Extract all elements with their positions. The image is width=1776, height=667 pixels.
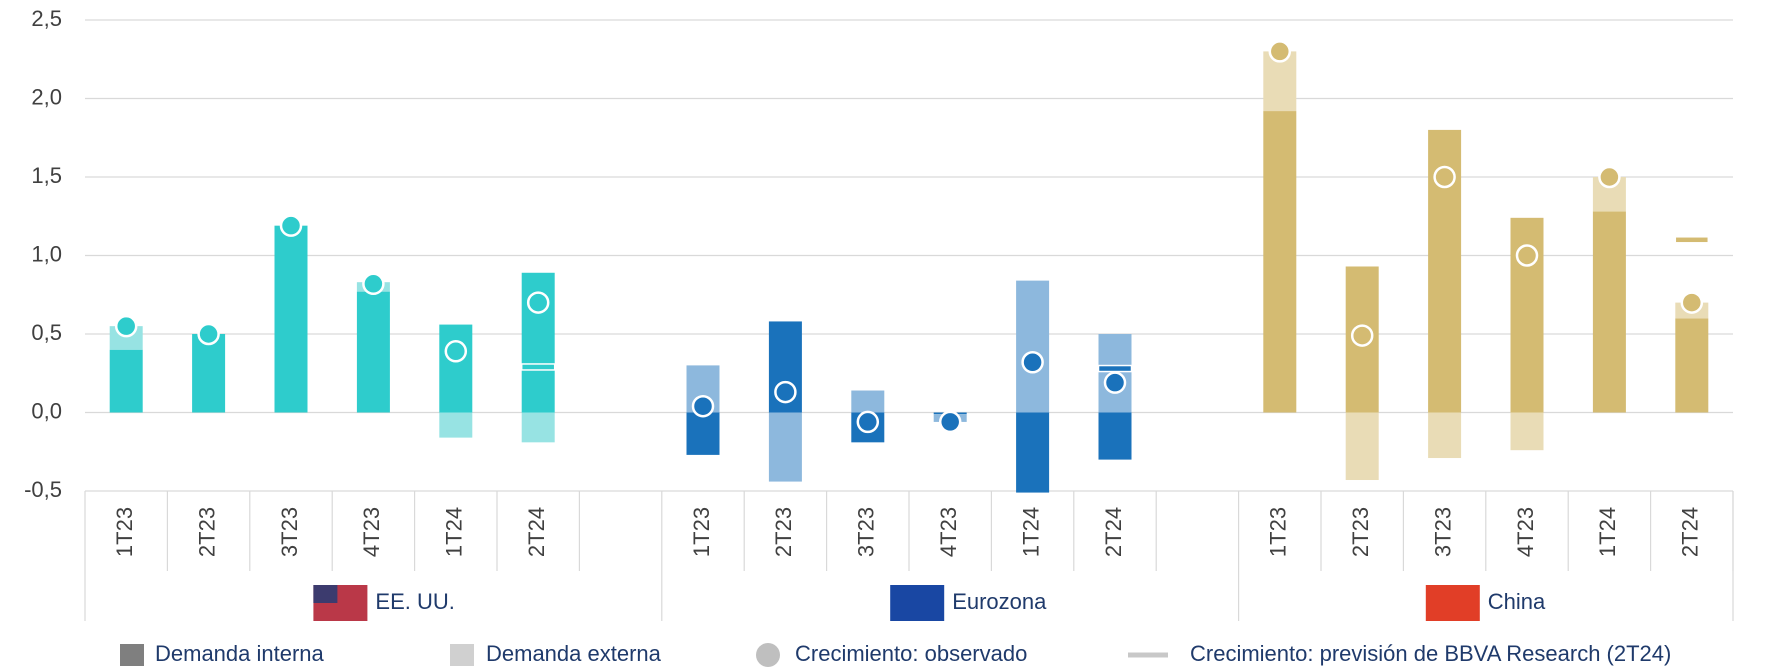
x-tick-label: 3T23 xyxy=(854,507,879,557)
bar-internal xyxy=(274,225,308,413)
flag xyxy=(890,585,945,621)
x-tick-label: 2T23 xyxy=(194,507,219,557)
legend-label: Demanda interna xyxy=(155,641,325,666)
bar-internal xyxy=(439,324,473,413)
bar-external xyxy=(1345,412,1379,481)
x-tick-label: 4T23 xyxy=(1513,507,1538,557)
observed-dot xyxy=(526,291,550,314)
bar-external xyxy=(1510,412,1544,451)
x-tick-label: 2T24 xyxy=(1678,507,1703,557)
y-tick-label: 0,0 xyxy=(31,398,62,423)
observed-dot xyxy=(1021,351,1044,374)
bar-internal xyxy=(1016,412,1050,493)
flag xyxy=(1425,585,1480,621)
y-tick-label: 0,5 xyxy=(31,320,62,345)
bar-external xyxy=(521,412,555,443)
observed-dot xyxy=(1515,244,1539,267)
legend-swatch xyxy=(756,643,780,667)
x-tick-label: 2T23 xyxy=(771,507,796,557)
flag-canton xyxy=(313,585,338,603)
observed-dot xyxy=(1598,165,1621,189)
y-tick-label: 2,5 xyxy=(31,6,62,31)
forecast-mark xyxy=(1674,236,1710,244)
group-label: EE. UU. xyxy=(375,589,454,614)
bar-internal xyxy=(356,291,390,413)
x-tick-label: 2T24 xyxy=(524,507,549,557)
legend-label: Demanda externa xyxy=(486,641,662,666)
group-label: Eurozona xyxy=(952,589,1047,614)
legend-label: Crecimiento: observado xyxy=(795,641,1027,666)
x-tick-label: 1T23 xyxy=(112,507,137,557)
bar-external xyxy=(439,412,473,438)
bar-external xyxy=(851,390,885,413)
forecast-mark xyxy=(520,363,556,371)
x-tick-label: 1T24 xyxy=(442,507,467,557)
observed-dot xyxy=(938,410,962,434)
y-tick-label: -0,5 xyxy=(24,477,62,502)
observed-dot xyxy=(197,322,220,346)
y-tick-label: 1,0 xyxy=(31,241,62,266)
x-tick-label: 1T24 xyxy=(1018,507,1043,557)
observed-dot xyxy=(114,314,138,338)
x-tick-label: 1T23 xyxy=(689,507,714,557)
bar-external xyxy=(1428,412,1462,459)
observed-dot xyxy=(1433,165,1456,189)
observed-dot xyxy=(856,410,880,434)
legend-swatch xyxy=(450,644,474,666)
x-tick-label: 3T23 xyxy=(277,507,302,557)
observed-dot xyxy=(362,272,385,296)
observed-dot xyxy=(1103,371,1127,394)
bar-internal xyxy=(1675,318,1709,413)
y-tick-label: 2,0 xyxy=(31,84,62,109)
bar-external xyxy=(1016,280,1050,413)
x-tick-label: 4T23 xyxy=(359,507,384,557)
forecast-mark xyxy=(1097,364,1133,373)
y-tick-label: 1,5 xyxy=(31,163,62,188)
legend-label: Crecimiento: previsión de BBVA Research … xyxy=(1190,641,1671,666)
observed-dot xyxy=(279,214,303,237)
bar-internal xyxy=(1263,111,1297,413)
legend-swatch xyxy=(120,644,144,666)
observed-dot xyxy=(774,380,797,404)
observed-dot xyxy=(691,394,715,418)
observed-dot xyxy=(1350,324,1374,347)
bar-internal xyxy=(192,334,226,413)
bar-internal xyxy=(109,349,143,413)
x-tick-label: 4T23 xyxy=(936,507,961,557)
x-tick-label: 2T24 xyxy=(1101,507,1126,557)
x-tick-label: 3T23 xyxy=(1430,507,1455,557)
group-label: China xyxy=(1488,589,1546,614)
x-tick-label: 1T24 xyxy=(1595,507,1620,557)
bar-internal xyxy=(686,412,720,455)
x-tick-label: 1T23 xyxy=(1266,507,1291,557)
x-tick-label: 2T23 xyxy=(1348,507,1373,557)
observed-dot xyxy=(1268,40,1292,63)
observed-dot xyxy=(1680,291,1704,314)
observed-dot xyxy=(444,340,468,363)
bar-internal xyxy=(1098,412,1132,460)
bar-internal xyxy=(1592,211,1626,413)
bar-external xyxy=(768,412,802,482)
